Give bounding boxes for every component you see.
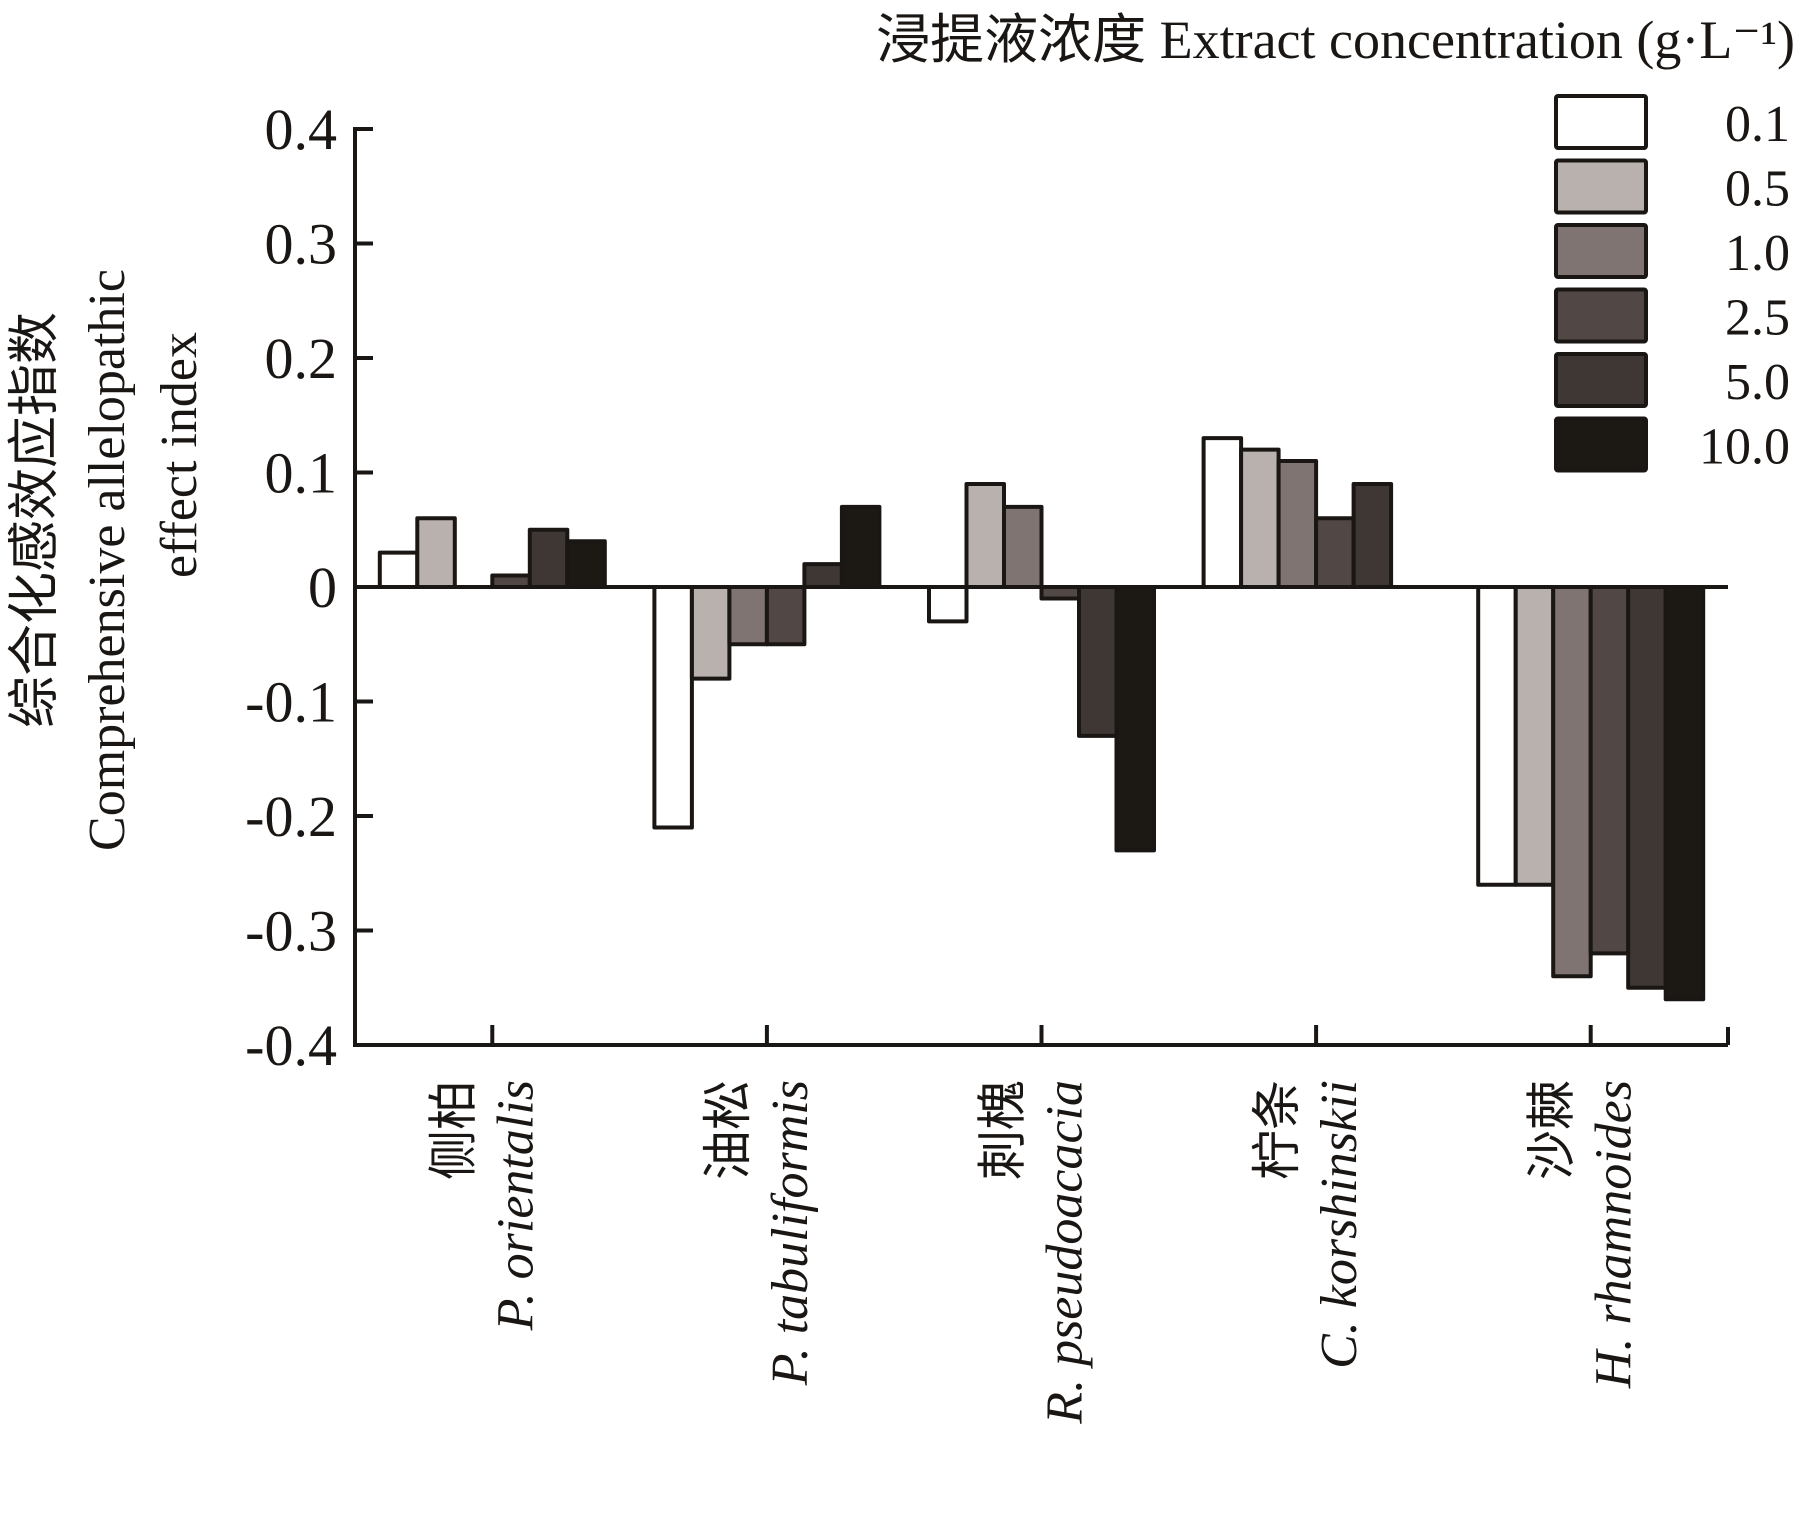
bar-rpseudoacacia-1_0 — [1002, 504, 1044, 590]
bar-rpseudoacacia-10_0 — [1114, 585, 1156, 853]
bar-porientalis-10_0 — [565, 539, 607, 590]
x-label-zh: 刺槐 — [975, 1080, 1031, 1180]
bar-rpseudoacacia-5_0 — [1077, 585, 1119, 738]
bar-porientalis-0_1 — [377, 550, 420, 590]
legend-swatch — [1554, 158, 1648, 215]
legend-swatch — [1554, 287, 1648, 344]
x-label-en: H. rhamnoides — [1586, 1080, 1643, 1389]
bar-ckorshinskii-2_5 — [1314, 516, 1356, 589]
bar-ptabuliformis-0_1 — [652, 585, 694, 830]
bar-porientalis-5_0 — [527, 527, 570, 589]
bars — [377, 436, 1706, 1002]
y-tick-label: -0.3 — [245, 899, 337, 964]
legend-swatch — [1554, 416, 1648, 473]
bar-ptabuliformis-2_5 — [764, 585, 807, 647]
legend-label: 0.5 — [1725, 161, 1790, 218]
x-label-en: C. korshinskii — [1311, 1080, 1368, 1369]
bar-ptabuliformis-10_0 — [839, 504, 882, 590]
legend-item: 1.0 — [1554, 223, 1790, 282]
legend-title: 浸提液浓度 Extract concentration (g·L⁻¹) — [876, 10, 1795, 70]
legend-item: 5.0 — [1554, 352, 1790, 411]
bar-rpseudoacacia-0_1 — [927, 585, 969, 624]
bar-hrhamnoides-2_5 — [1588, 585, 1631, 956]
legend-label: 0.1 — [1725, 96, 1790, 153]
y-tick-label: -0.4 — [245, 1013, 337, 1078]
bar-ptabuliformis-5_0 — [802, 562, 844, 589]
legend-swatch — [1554, 94, 1648, 150]
legend-swatch — [1554, 223, 1648, 279]
legend: 0.1 0.5 1.0 2.5 5.0 10.0 — [1554, 94, 1790, 476]
bar-ckorshinskii-0_1 — [1201, 436, 1244, 589]
legend-item: 0.1 — [1554, 94, 1790, 153]
bar-hrhamnoides-5_0 — [1626, 585, 1668, 990]
bar-hrhamnoides-0_1 — [1476, 585, 1518, 887]
x-label-group: 沙棘 H. rhamnoides — [1524, 1080, 1643, 1389]
x-label-zh: 沙棘 — [1524, 1080, 1580, 1180]
legend-label: 1.0 — [1725, 225, 1790, 282]
x-label-zh: 油松 — [700, 1080, 756, 1180]
y-tick-label: 0.3 — [265, 212, 338, 277]
legend-item: 10.0 — [1554, 416, 1790, 476]
y-tick-label: 0.1 — [265, 441, 338, 506]
bar-hrhamnoides-1_0 — [1551, 585, 1593, 979]
bar-ckorshinskii-1_0 — [1276, 459, 1319, 589]
x-label-en: R. pseudoacacia — [1037, 1080, 1094, 1425]
legend-item: 2.5 — [1554, 287, 1790, 347]
x-label-group: 刺槐 R. pseudoacacia — [975, 1080, 1094, 1425]
x-label-zh: 柠条 — [1249, 1080, 1305, 1180]
x-label-en: P. orientalis — [487, 1080, 544, 1331]
bar-ckorshinskii-0_5 — [1239, 447, 1281, 589]
x-label-group: 侧柏 P. orientalis — [425, 1080, 544, 1331]
y-axis-label: 综合化感效应指数 Comprehensive allelopathic effe… — [7, 269, 208, 851]
x-label-group: 油松 P. tabuliformis — [700, 1080, 819, 1386]
bar-ckorshinskii-5_0 — [1351, 481, 1394, 590]
bar-ptabuliformis-1_0 — [727, 585, 769, 647]
legend-item: 0.5 — [1554, 158, 1790, 218]
legend-label: 10.0 — [1699, 419, 1790, 476]
y-axis-label-zh: 综合化感效应指数 — [7, 312, 64, 728]
bar-porientalis-0_5 — [415, 516, 457, 589]
y-tick-label: -0.1 — [245, 670, 337, 735]
y-tick-label: 0 — [308, 555, 337, 620]
y-axis-ticks: 0.4 0.3 0.2 0.1 0 -0.1 -0.2 -0.3 -0.4 — [245, 97, 373, 1078]
y-tick-label: 0.2 — [265, 326, 338, 391]
bar-hrhamnoides-10_0 — [1663, 585, 1706, 1002]
y-tick-label: 0.4 — [265, 97, 338, 162]
y-axis-label-en-line1: Comprehensive allelopathic — [79, 269, 136, 851]
x-label-zh: 侧柏 — [425, 1080, 481, 1180]
legend-swatch — [1554, 352, 1648, 408]
legend-label: 5.0 — [1725, 354, 1790, 411]
legend-title-main: 浸提液浓度 Extract concentration (g·L⁻¹) — [876, 10, 1795, 70]
bar-hrhamnoides-0_5 — [1513, 585, 1556, 887]
bar-ptabuliformis-0_5 — [689, 585, 732, 681]
x-axis-labels: 侧柏 P. orientalis 油松 P. tabuliformis 刺槐 R. pse… — [425, 1080, 1642, 1425]
x-label-en: P. tabuliformis — [762, 1080, 819, 1386]
legend-label: 2.5 — [1725, 290, 1790, 347]
y-axis-label-en-line2: effect index — [151, 332, 208, 578]
bar-rpseudoacacia-0_5 — [964, 481, 1006, 590]
axes — [353, 127, 1730, 1047]
x-label-group: 柠条 C. korshinskii — [1249, 1080, 1368, 1369]
y-tick-label: -0.2 — [245, 784, 337, 849]
